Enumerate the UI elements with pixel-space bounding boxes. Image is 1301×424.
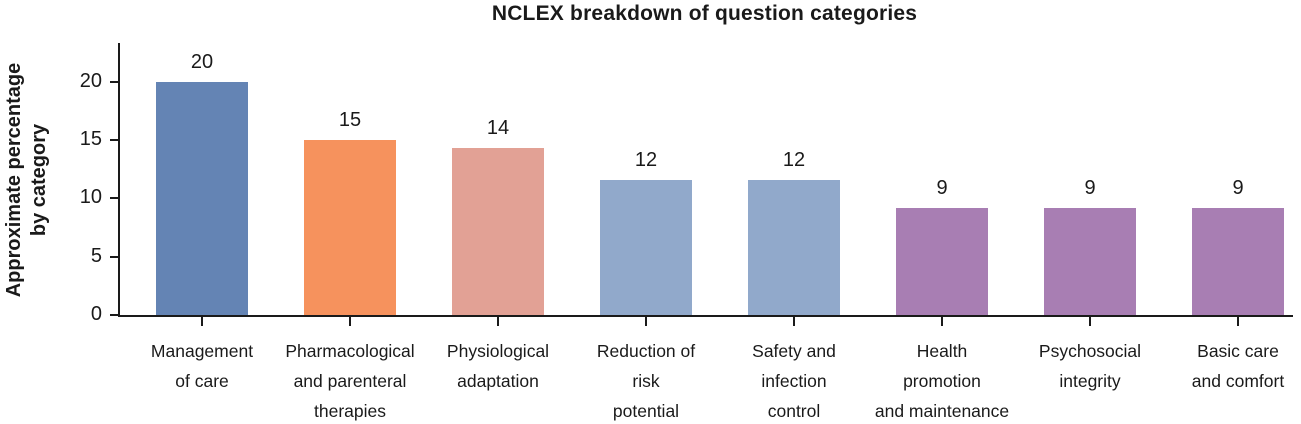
x-category-label-line: Pharmacological [285,341,415,361]
bar [748,179,840,315]
chart-title: NCLEX breakdown of question categories [491,2,918,25]
y-tick-label: 15 [79,127,102,150]
bar-value-label: 12 [782,148,806,171]
x-tick-mark [497,317,499,326]
x-tick-mark [793,317,795,326]
x-category-label-line: Reduction of [596,341,696,361]
x-category-label-line: promotion [903,371,981,391]
x-tick-mark [1089,317,1091,326]
y-tick-mark [110,138,118,141]
x-category-label-line: Psychosocial [1038,341,1142,361]
x-category-label: Management of care [106,336,298,396]
x-category-label-line: therapies [314,401,386,421]
x-tick-mark [201,317,203,326]
x-category-label-line: of care [175,371,229,391]
bar-value-label: 9 [1084,176,1096,199]
y-tick-mark [110,197,118,200]
x-tick-mark [1237,317,1239,326]
x-category-label: Reduction of risk potential [550,336,742,424]
x-category-label-line: and maintenance [874,401,1010,421]
x-category-label-line: and comfort [1191,371,1285,391]
x-category-label-line: adaptation [457,371,539,391]
y-axis-label-line-1: Approximate percentage [3,62,25,298]
x-category-label: Psychosocial integrity [994,336,1186,396]
x-tick-mark [349,317,351,326]
y-tick-label: 10 [79,186,102,209]
x-tick-mark [941,317,943,326]
x-category-label: Basic care and comfort [1142,336,1301,396]
y-tick-mark [110,80,118,83]
bar-value-label: 20 [190,50,214,73]
x-category-label-line: Physiological [446,341,550,361]
x-category-label-line: control [767,401,821,421]
bar-value-label: 15 [338,108,362,131]
y-tick-label: 20 [79,69,102,92]
x-category-label: Health promotion and maintenance [846,336,1038,424]
x-category-label-line: Basic care [1197,341,1279,361]
bar-value-label: 12 [634,148,658,171]
x-category-label: Safety and infection control [698,336,890,424]
y-tick-label: 5 [90,244,102,267]
bar-value-label: 14 [486,117,510,140]
y-tick-label: 0 [90,303,102,325]
x-category-label-line: integrity [1059,371,1121,391]
bar [1192,207,1284,315]
bar-value-label: 9 [1232,176,1244,199]
y-tick-mark [110,314,118,316]
bar [156,81,248,315]
y-tick-mark [110,255,118,258]
x-category-label-line: Management [150,341,254,361]
x-tick-mark [645,317,647,326]
x-category-label-line: Health [916,341,968,361]
bar [1044,207,1136,315]
x-category-label-line: and parenteral [293,371,407,391]
plot-area: 0 5 10 15 20 20 Management of care 15 Pharmacolog… [80,43,1293,421]
x-category-label-line: potential [612,401,680,421]
bar [600,179,692,315]
x-category-label: Physiological adaptation [402,336,594,396]
bar-value-label: 9 [936,176,948,199]
bar [452,148,544,315]
x-category-label-line: infection [761,371,827,391]
bar [896,207,988,315]
x-category-label: Pharmacological and parenteral therapies [254,336,446,424]
x-category-label-line: risk [632,371,660,391]
x-category-label-line: Safety and [752,341,836,361]
y-axis-label-line-2: by category [28,123,50,237]
bar [304,139,396,315]
y-axis-label: Approximate percentage by category [2,63,52,298]
